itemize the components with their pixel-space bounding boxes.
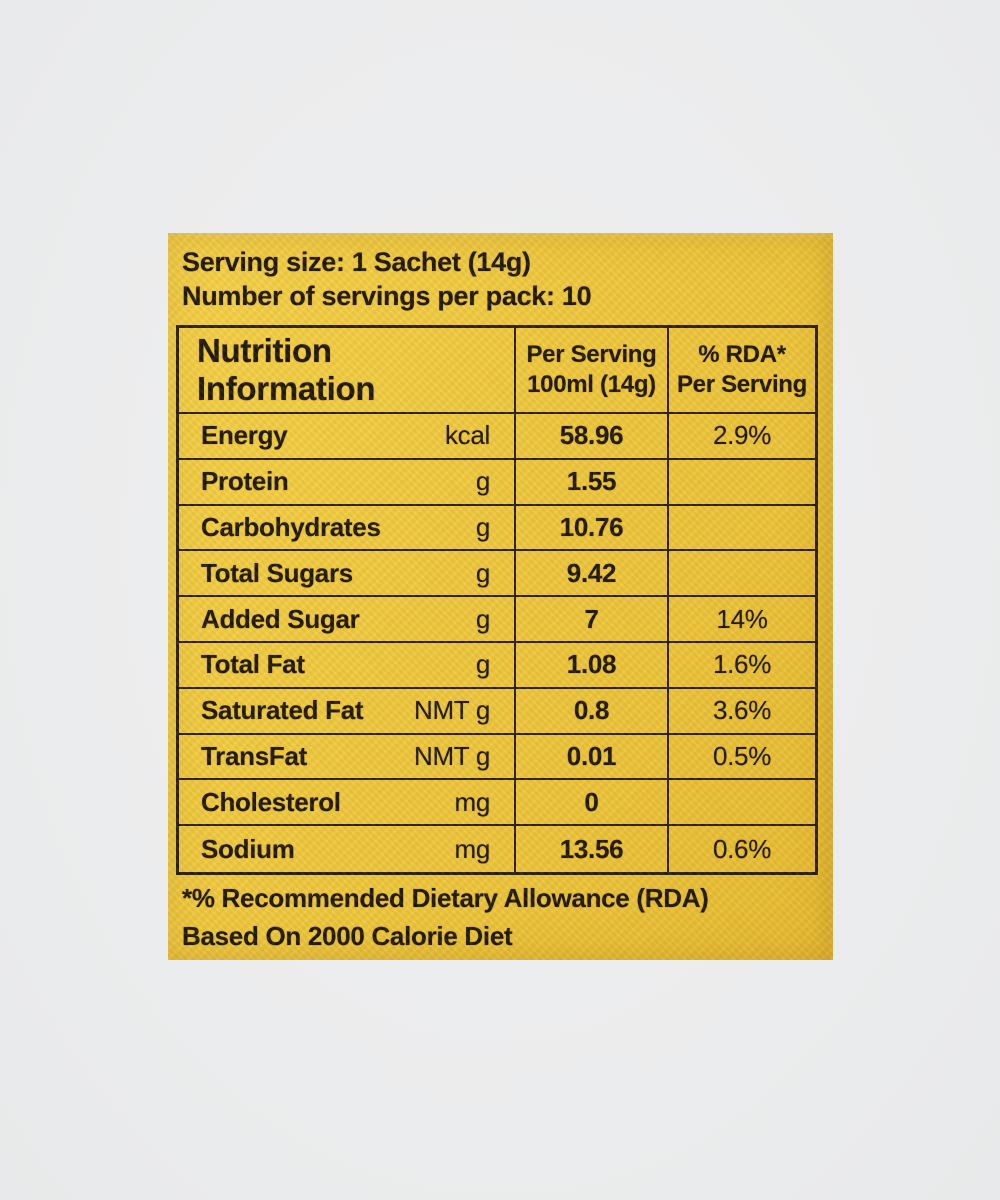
table-row-nutrient-cell: Cholesterol mg xyxy=(179,780,516,827)
per-serving-value: 1.08 xyxy=(566,649,617,680)
nutrient-unit: kcal xyxy=(444,420,490,451)
nutrient-unit: mg xyxy=(454,833,490,864)
nutrient-name: Total Fat xyxy=(201,649,305,680)
nutrient-unit: g xyxy=(475,603,490,634)
nutrient-name: Energy xyxy=(201,420,288,451)
rda-value: 0.6% xyxy=(712,833,772,864)
nutrient-unit: g xyxy=(475,557,490,588)
per-serving-header-line2: 100ml (14g) xyxy=(527,371,656,398)
table-header-nutrition-information: Nutrition Information xyxy=(179,328,516,414)
nutrient-name: Saturated Fat xyxy=(201,695,364,726)
per-serving-value: 10.76 xyxy=(559,511,624,542)
nutrient-unit: NMT g xyxy=(413,740,490,771)
rda-value: 14% xyxy=(716,603,768,634)
nutrient-name: Cholesterol xyxy=(201,786,341,817)
nutrient-unit: g xyxy=(475,649,490,680)
rda-footnote: *% Recommended Dietary Allowance (RDA) B… xyxy=(182,879,709,955)
per-serving-value: 7 xyxy=(584,603,599,634)
serving-info-block: Serving size: 1 Sachet (14g) Number of s… xyxy=(182,245,592,313)
per-serving-value: 0.01 xyxy=(566,740,617,771)
rda-header-line1: % RDA* xyxy=(698,341,786,368)
table-header-per-serving: Per Serving 100ml (14g) xyxy=(516,328,669,414)
per-serving-value: 9.42 xyxy=(566,557,617,588)
table-row-nutrient-cell: Carbohydrates g xyxy=(179,505,516,552)
table-row-nutrient-cell: Added Sugar g xyxy=(179,597,516,643)
nutrient-name: TransFat xyxy=(201,740,307,771)
rda-value: 0.5% xyxy=(712,740,772,771)
per-serving-value: 0 xyxy=(584,786,599,817)
rda-value: 2.9% xyxy=(712,420,772,451)
nutrient-unit: NMT g xyxy=(413,695,490,726)
rda-footnote-line2: Based On 2000 Calorie Diet xyxy=(182,921,513,951)
serving-size-text: Serving size: 1 Sachet (14g) xyxy=(182,247,531,277)
table-row-nutrient-cell: Sodium mg xyxy=(179,826,516,872)
nutrient-name: Protein xyxy=(201,466,289,497)
rda-footnote-line1: *% Recommended Dietary Allowance (RDA) xyxy=(182,883,709,913)
per-serving-value: 58.96 xyxy=(559,420,624,451)
nutrient-name: Sodium xyxy=(201,833,295,864)
nutrient-unit: mg xyxy=(454,786,490,817)
table-row-nutrient-cell: Protein g xyxy=(179,459,516,506)
rda-value: 3.6% xyxy=(712,695,772,726)
table-row-nutrient-cell: TransFat NMT g xyxy=(179,734,516,781)
nutrient-name: Added Sugar xyxy=(201,603,360,634)
per-serving-value: 13.56 xyxy=(559,833,624,864)
table-row-nutrient-cell: Saturated Fat NMT g xyxy=(179,688,516,735)
rda-header-line2: Per Serving xyxy=(676,371,808,398)
servings-per-pack-text: Number of servings per pack: 10 xyxy=(182,281,592,311)
table-row-nutrient-cell: Energy kcal xyxy=(179,414,516,460)
table-header-rda: % RDA* Per Serving xyxy=(669,328,815,414)
table-row-nutrient-cell: Total Sugars g xyxy=(179,551,516,598)
per-serving-value: 1.55 xyxy=(566,466,617,497)
nutrition-table: Nutrition Information Per Serving 100ml … xyxy=(176,325,818,875)
per-serving-header-line1: Per Serving xyxy=(526,341,657,368)
nutrient-unit: g xyxy=(475,511,490,542)
nutrient-name: Carbohydrates xyxy=(201,511,381,542)
per-serving-value: 0.8 xyxy=(573,695,610,726)
nutrient-unit: g xyxy=(475,466,490,497)
table-row-nutrient-cell: Total Fat g xyxy=(179,642,516,689)
rda-value: 1.6% xyxy=(712,649,772,680)
nutrition-label: Serving size: 1 Sachet (14g) Number of s… xyxy=(168,233,833,960)
nutrient-name: Total Sugars xyxy=(201,557,353,588)
